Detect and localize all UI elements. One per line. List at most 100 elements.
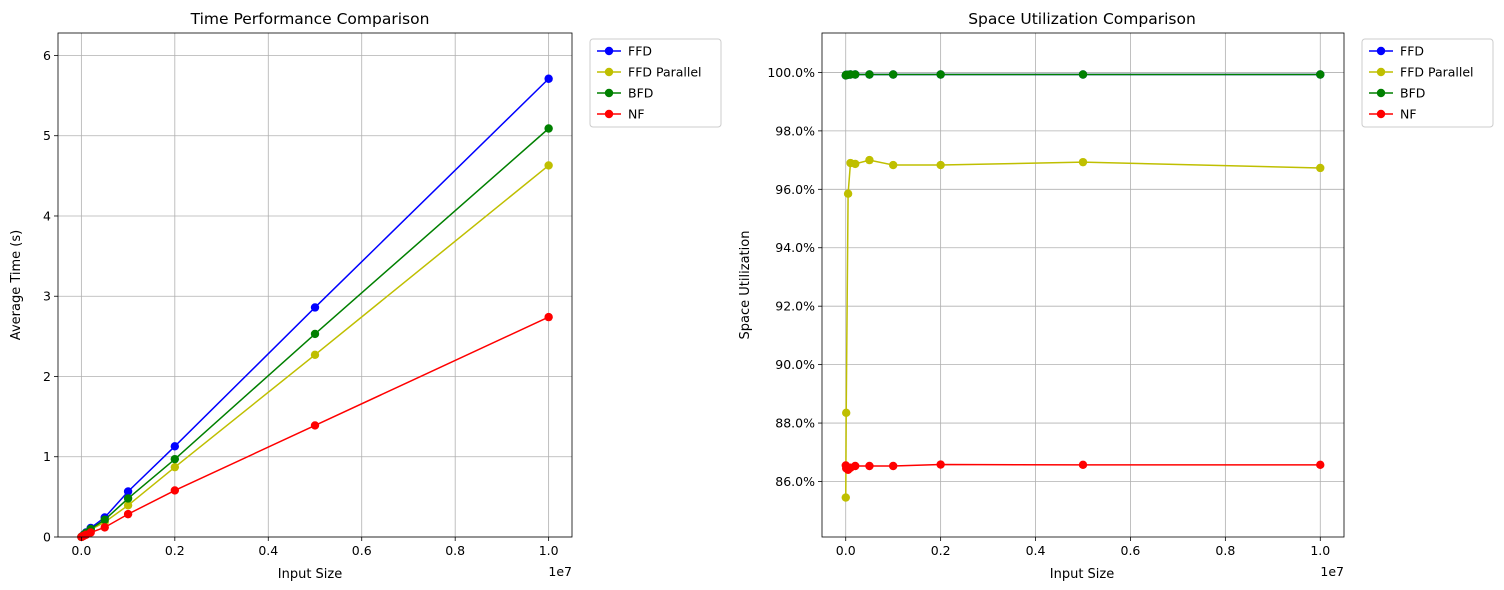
series-line (845, 159, 1321, 498)
x-tick-label: 0.8 (445, 543, 465, 558)
data-point (310, 421, 320, 430)
y-axis-label: Average Time (s) (9, 230, 24, 340)
data-point (865, 70, 874, 79)
y-tick-label: 98.0% (775, 123, 815, 138)
y-axis-label: Space Utilization (738, 231, 753, 340)
data-point (86, 528, 95, 537)
data-point (1078, 157, 1088, 167)
data-point (1316, 460, 1325, 470)
data-point (843, 189, 853, 198)
data-point (865, 155, 874, 165)
legend-marker (604, 109, 614, 119)
data-point (123, 494, 133, 503)
x-offset-label: 1e7 (1320, 564, 1344, 579)
y-tick-label: 92.0% (775, 299, 815, 314)
legend-marker (604, 67, 614, 77)
data-point (888, 160, 898, 170)
x-tick-label: 0.8 (1215, 543, 1235, 558)
data-point (170, 486, 180, 495)
y-tick-label: 86.0% (775, 474, 815, 489)
x-tick-label: 0.6 (352, 543, 372, 558)
data-point (170, 462, 180, 472)
legend-marker (1376, 46, 1386, 56)
legend-label: FFD Parallel (1400, 65, 1474, 80)
legend-label: FFD Parallel (628, 65, 702, 80)
legend-marker (604, 88, 614, 98)
x-offset-label: 1e7 (548, 564, 572, 579)
data-point (842, 408, 851, 418)
y-tick-label: 88.0% (775, 416, 815, 431)
data-point (544, 74, 553, 83)
x-tick-label: 0.4 (1026, 543, 1046, 558)
y-tick-label: 2 (43, 369, 51, 384)
plot-frame (57, 32, 573, 538)
legend-marker (604, 46, 614, 56)
data-point (544, 312, 553, 322)
x-tick-label: 0.0 (836, 543, 856, 558)
data-point (310, 350, 320, 360)
y-tick-label: 1 (43, 449, 51, 464)
y-tick-label: 5 (43, 128, 51, 143)
x-tick-label: 0.2 (931, 543, 951, 558)
legend-label: FFD (628, 44, 652, 59)
x-axis-label: Input Size (278, 567, 342, 582)
data-point (1316, 163, 1325, 173)
y-tick-label: 96.0% (775, 182, 815, 197)
x-tick-label: 1.0 (539, 543, 559, 558)
legend-label: BFD (628, 86, 653, 101)
y-tick-label: 3 (43, 289, 51, 304)
data-point (123, 501, 133, 510)
legend-marker (1376, 88, 1386, 98)
x-tick-label: 0.4 (258, 543, 278, 558)
data-point (1078, 70, 1088, 79)
data-point (170, 454, 180, 464)
time-performance-chart: Time Performance Comparison Input Size A… (9, 10, 722, 582)
legend-label: BFD (1400, 86, 1425, 101)
legend: FFD FFD Parallel BFD NF (1361, 38, 1494, 128)
data-point (865, 461, 874, 471)
data-point (936, 160, 945, 170)
x-tick-label: 0.2 (165, 543, 185, 558)
data-point (841, 493, 850, 502)
legend-marker (1376, 67, 1386, 77)
axes: 0.0 0.2 0.4 0.6 0.8 1.0 0 1 2 3 4 5 6 (43, 32, 573, 558)
data-point (888, 70, 898, 79)
y-tick-label: 94.0% (775, 240, 815, 255)
data-point (888, 461, 898, 471)
data-point (1316, 70, 1325, 79)
y-tick-label: 90.0% (775, 357, 815, 372)
x-axis-label: Input Size (1050, 567, 1114, 582)
x-tick-label: 1.0 (1310, 543, 1330, 558)
y-tick-label: 6 (43, 48, 51, 63)
legend-label: FFD (1400, 44, 1424, 59)
plot-frame (821, 32, 1345, 538)
y-tick-label: 100.0% (767, 65, 815, 80)
y-tick-label: 4 (43, 208, 51, 223)
legend-marker (1376, 109, 1386, 119)
legend-label: NF (1400, 107, 1417, 122)
data-point (123, 487, 133, 496)
data-point (100, 523, 109, 532)
x-tick-label: 0.6 (1121, 543, 1141, 558)
legend-box (589, 38, 722, 128)
x-tick-label: 0.0 (71, 543, 91, 558)
data-point (544, 124, 553, 133)
series-lines (841, 70, 1325, 502)
data-point (1078, 460, 1088, 470)
data-point (851, 461, 860, 471)
data-point (170, 442, 180, 451)
data-point (936, 70, 945, 79)
legend-label: NF (628, 107, 645, 122)
space-utilization-chart: Space Utilization Comparison Input Size … (738, 10, 1494, 582)
data-point (851, 159, 860, 169)
legend-box (1361, 38, 1494, 128)
data-point (851, 70, 860, 79)
legend: FFD FFD Parallel BFD NF (589, 38, 722, 128)
data-point (310, 303, 320, 312)
chart-title: Space Utilization Comparison (968, 10, 1196, 28)
data-point (123, 509, 133, 519)
y-tick-label: 0 (43, 530, 51, 545)
data-point (310, 329, 320, 339)
